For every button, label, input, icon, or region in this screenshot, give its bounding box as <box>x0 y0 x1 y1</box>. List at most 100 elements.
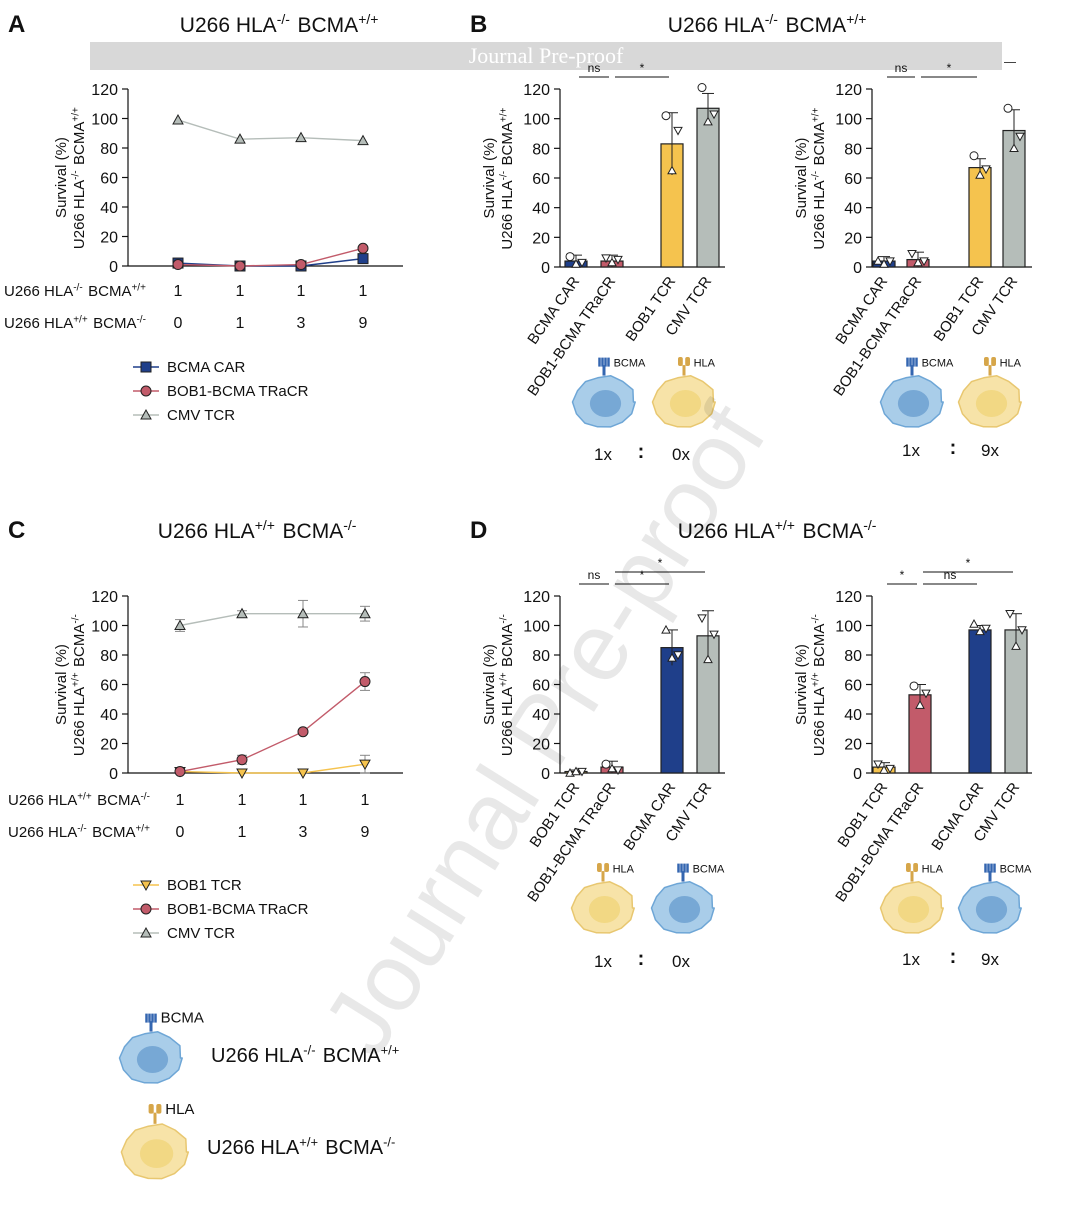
y-tick-label: 40 <box>100 200 118 217</box>
ratio-D2: 1x: 9x <box>902 946 999 969</box>
data-point <box>236 768 248 780</box>
replicate-point <box>571 766 581 776</box>
series-line <box>179 763 366 774</box>
cell-nucleus <box>897 896 930 923</box>
significance-label: * <box>640 568 645 582</box>
legend-C: BOB1 TCR BOB1-BCMA TRaCR CMV TCR <box>133 877 309 942</box>
ratio-value: 0 <box>176 824 185 841</box>
hla-label: HLA <box>165 1101 194 1118</box>
data-point <box>172 113 184 125</box>
data-point <box>359 676 371 688</box>
replicate-point <box>1011 641 1021 650</box>
bar-bob1-tcr <box>660 111 684 268</box>
bar-bob1-bcma-tracr <box>908 681 932 774</box>
legend-label: CMV TCR <box>167 407 235 424</box>
bcma-label: BCMA <box>693 864 725 876</box>
replicate-point <box>873 760 883 770</box>
replicate-point <box>607 257 617 267</box>
ratio-row-label: U266 HLA+/+ BCMA-/- <box>4 314 147 332</box>
data-point <box>359 607 371 619</box>
significance-label: * <box>966 556 971 570</box>
preproof-banner: Journal Pre-proof <box>90 42 1002 70</box>
legend-label: BOB1-BCMA TRaCR <box>167 901 309 918</box>
panel-letter-A: A <box>8 11 25 38</box>
y-tick-label: 100 <box>523 112 550 129</box>
replicate-point <box>879 259 889 268</box>
significance-label: * <box>640 61 645 75</box>
replicate-point <box>919 257 929 267</box>
ratio-colon: : <box>638 441 645 463</box>
replicate-point <box>873 256 883 265</box>
receptor-arm <box>597 863 602 872</box>
cell-nucleus <box>975 390 1008 417</box>
replicate-point <box>571 259 581 268</box>
hla-label: HLA <box>694 358 716 370</box>
y-tick-label: 80 <box>844 648 862 665</box>
cell-nucleus <box>589 390 622 417</box>
y-tick-label: 20 <box>100 737 118 754</box>
significance-label: ns <box>588 61 601 75</box>
replicate-point <box>969 618 979 628</box>
bar-chart-B1: 0 20 40 60 80 100 120 Survival (%) U266 HLA-/- B… <box>481 61 725 399</box>
cell-legend-label: U266 HLA+/+ BCMA-/- <box>207 1134 397 1159</box>
data-point <box>234 133 246 144</box>
ratio-right: 9x <box>981 441 999 460</box>
receptor-arm <box>913 863 918 872</box>
data-point <box>234 260 246 272</box>
bar-bcma-car <box>872 256 896 268</box>
bar-bob1-tcr <box>968 151 992 268</box>
y-tick-label: 80 <box>532 648 550 665</box>
y-tick-label: 0 <box>109 766 118 783</box>
replicate-point <box>1009 143 1019 153</box>
y-tick-label: 60 <box>532 678 550 695</box>
panel-title-C: U266 HLA+/+ BCMA-/- <box>158 517 358 543</box>
replicate-point <box>975 170 985 179</box>
panel-title-B: U266 HLA-/- BCMA+/+ <box>668 11 868 37</box>
bar-bob1-bcma-tracr <box>906 249 930 268</box>
significance-label: ns <box>944 568 957 582</box>
legend-marker <box>140 903 152 915</box>
receptor-arm <box>906 863 911 872</box>
y-axis-label: U266 HLA+/+ BCMA-/- <box>498 613 516 756</box>
ratio-left: 1x <box>902 441 920 460</box>
bcma-cell-icon: BCMA <box>571 357 646 428</box>
replicate-point <box>1015 132 1025 142</box>
y-tick-label: 40 <box>532 201 550 218</box>
data-point <box>174 766 186 778</box>
receptor-arm <box>678 357 683 366</box>
bar-chart-B2: 0 20 40 60 80 100 120 Survival (%) U266 HLA-/- B… <box>793 61 1032 399</box>
replicate-point <box>607 763 617 773</box>
ratio-value: 1 <box>359 283 368 300</box>
y-tick-label: 40 <box>844 707 862 724</box>
y-tick-label: 40 <box>532 707 550 724</box>
replicate-point <box>981 165 991 175</box>
ratio-left: 1x <box>594 952 612 971</box>
replicate-point <box>879 765 889 774</box>
ratio-value: 1 <box>238 824 247 841</box>
data-point <box>297 726 309 738</box>
ratio-row-label: U266 HLA+/+ BCMA-/- <box>8 791 151 809</box>
y-tick-label: 80 <box>844 141 862 158</box>
data-point <box>357 134 369 146</box>
bar-chart-D2: 0 20 40 60 80 100 120 Survival (%) U266 HLA+/+ B… <box>793 556 1032 905</box>
line-chart-A: 0 20 40 60 80 100 120 Survival (%) U266 HLA-/- B… <box>53 82 403 276</box>
y-tick-label: 20 <box>844 230 862 247</box>
y-tick-label: 60 <box>100 678 118 695</box>
replicate-point <box>667 165 677 175</box>
ratio-right: 9x <box>981 950 999 969</box>
hla-cell-icon: HLA <box>651 357 716 428</box>
replicate-point <box>913 257 923 267</box>
x-tick-label: BCMA CAR <box>620 779 679 853</box>
receptor-arm <box>984 357 989 366</box>
replicate-point <box>709 630 719 640</box>
y-axis-label: U266 HLA-/- BCMA+/+ <box>810 106 828 249</box>
cell-nucleus <box>669 390 702 417</box>
panel-letter-D: D <box>470 517 487 544</box>
data-point <box>297 768 309 780</box>
replicate-point <box>673 126 683 136</box>
hla-label: HLA <box>1000 358 1022 370</box>
y-tick-label: 120 <box>523 589 550 606</box>
bar-chart-D1: 0 20 40 60 80 100 120 Survival (%) U266 HLA+/+ B… <box>481 556 725 905</box>
replicate-point <box>661 111 671 121</box>
legend-label: BOB1 TCR <box>167 877 242 894</box>
